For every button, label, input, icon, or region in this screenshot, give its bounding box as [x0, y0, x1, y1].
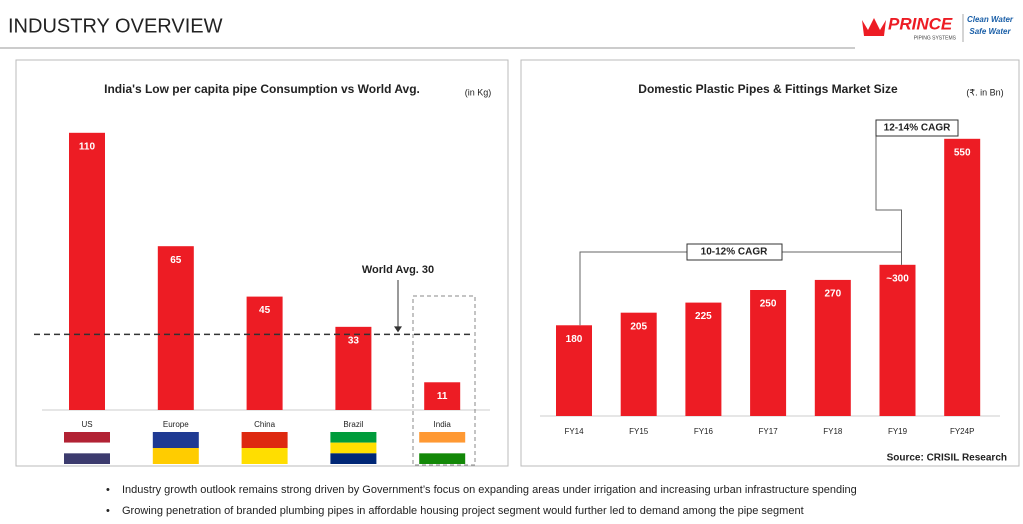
x-tick-label: FY18 [823, 427, 843, 436]
bar [620, 312, 657, 416]
highlight-box [412, 295, 476, 466]
flag [64, 442, 110, 454]
flag [419, 453, 466, 464]
bar [69, 132, 105, 411]
value-label: 180 [566, 334, 583, 345]
logo-crown [862, 18, 886, 36]
value-label: 33 [348, 335, 360, 346]
unit-label: (in Kg) [465, 87, 492, 97]
bar [750, 290, 787, 416]
x-tick-label: FY15 [629, 427, 649, 436]
flag [152, 432, 199, 448]
x-tick-label: FY19 [888, 427, 908, 436]
flag [152, 448, 199, 464]
annotation: 10-12% CAGR [701, 247, 768, 258]
page-title: INDUSTRY OVERVIEW [8, 15, 223, 37]
x-tick-label: FY24P [950, 427, 974, 436]
chart-title: Domestic Plastic Pipes & Fittings Market… [638, 82, 898, 96]
value-label: 205 [630, 321, 647, 332]
flag [330, 442, 377, 454]
x-tick-label: India [434, 420, 452, 429]
source: Source: CRISIL Research [887, 453, 1007, 464]
arrow-head [394, 326, 402, 333]
annotation: 12-14% CAGR [884, 123, 951, 134]
x-tick-label: US [81, 420, 92, 429]
bar [879, 264, 916, 416]
bar [556, 325, 592, 416]
flag [330, 432, 377, 443]
bullet: Growing penetration of branded plumbing … [122, 505, 804, 517]
bar [157, 246, 194, 410]
bullet-dot: • [106, 484, 110, 496]
value-label: 250 [760, 299, 777, 310]
flag [419, 432, 466, 443]
value-label: 270 [824, 289, 841, 300]
annotation-box [875, 119, 959, 137]
panel [15, 59, 509, 467]
annotation-box [686, 243, 783, 261]
flag [64, 432, 110, 443]
flag [419, 442, 466, 454]
value-label: 225 [695, 311, 712, 322]
value-label: 550 [954, 147, 971, 158]
value-label: ~300 [886, 273, 909, 284]
chart-title: India's Low per capita pipe Consumption … [104, 82, 420, 96]
bullet-dot: • [106, 505, 110, 517]
flag [64, 453, 110, 464]
flag [330, 453, 377, 464]
unit-label: (₹. in Bn) [966, 87, 1003, 97]
flag [241, 432, 288, 448]
bar [814, 279, 851, 416]
bullet: Industry growth outlook remains strong d… [122, 484, 857, 496]
panel [520, 59, 1020, 467]
bar [685, 302, 722, 416]
flag [241, 448, 288, 464]
bar [944, 138, 981, 417]
x-tick-label: FY16 [694, 427, 714, 436]
value-label: 110 [79, 141, 96, 152]
tagline: Safe Water [969, 27, 1011, 36]
bar [424, 382, 461, 410]
bar [335, 326, 372, 410]
logo-sub: PIPING SYSTEMS [914, 35, 957, 41]
x-tick-label: FY14 [564, 427, 584, 436]
bar [246, 296, 283, 410]
logo: PRINCE [888, 14, 953, 33]
value-label: 45 [259, 305, 271, 316]
x-tick-label: Brazil [343, 420, 363, 429]
x-tick-label: China [254, 420, 275, 429]
x-tick-label: FY17 [759, 427, 779, 436]
tagline: Clean Water [967, 15, 1014, 24]
value-label: 65 [170, 255, 182, 266]
bracket [875, 128, 902, 265]
x-tick-label: Europe [163, 420, 189, 429]
reference-label: World Avg. 30 [362, 264, 434, 276]
value-label: 11 [437, 391, 448, 402]
